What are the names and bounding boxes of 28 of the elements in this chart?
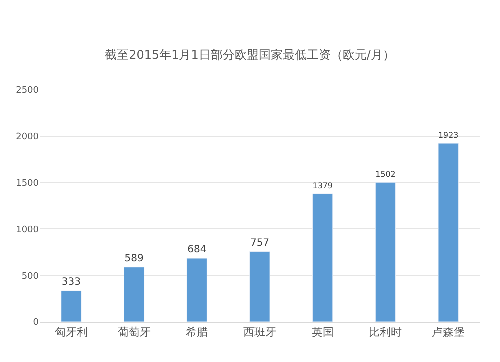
- y-tick-label: 0: [33, 318, 40, 328]
- data-label: 333: [62, 277, 81, 288]
- y-tick-label: 2000: [16, 132, 40, 143]
- data-label: 1502: [376, 170, 396, 180]
- x-tick-label: 希腊: [186, 326, 208, 340]
- data-label: 589: [124, 253, 144, 264]
- data-label: 1923: [438, 131, 459, 140]
- y-tick-label: 500: [22, 272, 40, 282]
- x-tick-label: 比利时: [369, 326, 402, 340]
- x-tick-label: 卢森堡: [432, 326, 466, 340]
- bar: [250, 252, 270, 322]
- chart-title: 截至2015年1月1日部分欧盟国家最低工资（欧元/月）: [105, 48, 395, 62]
- data-label: 757: [250, 238, 270, 249]
- y-tick-label: 1000: [16, 225, 40, 236]
- bar: [438, 143, 459, 322]
- bar: [186, 258, 208, 322]
- bar: [124, 267, 145, 322]
- x-tick-label: 西班牙: [244, 326, 276, 340]
- x-tick-label: 英国: [312, 326, 334, 340]
- x-tick-label: 匈牙利: [54, 326, 88, 340]
- bar: [312, 194, 334, 322]
- y-tick-label: 1500: [16, 178, 40, 189]
- y-tick-label: 2500: [16, 86, 40, 96]
- bar: [61, 290, 82, 322]
- x-tick-label: 葡萄牙: [118, 326, 151, 340]
- data-label: 684: [188, 244, 207, 256]
- data-label: 1379: [312, 182, 333, 191]
- bar: [375, 182, 396, 322]
